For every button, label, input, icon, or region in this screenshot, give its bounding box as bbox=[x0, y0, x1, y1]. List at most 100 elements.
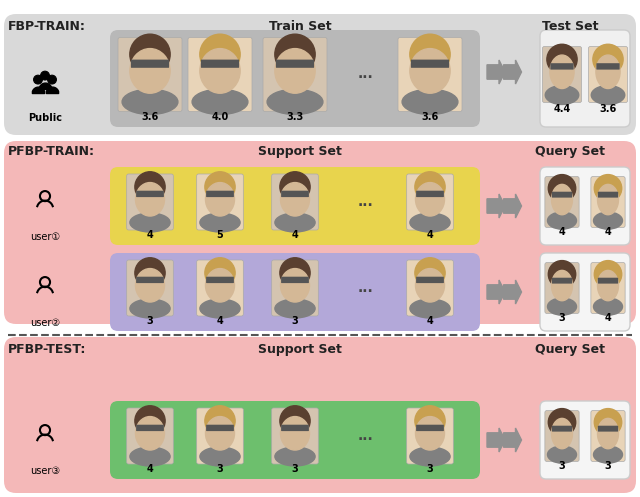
FancyBboxPatch shape bbox=[196, 408, 243, 464]
FancyBboxPatch shape bbox=[4, 141, 636, 324]
Circle shape bbox=[593, 44, 623, 75]
FancyBboxPatch shape bbox=[406, 408, 453, 464]
Text: user③: user③ bbox=[30, 466, 60, 476]
Circle shape bbox=[200, 34, 240, 75]
Circle shape bbox=[130, 34, 170, 75]
FancyBboxPatch shape bbox=[127, 174, 173, 230]
Text: 3.3: 3.3 bbox=[286, 112, 303, 122]
Text: 5: 5 bbox=[216, 230, 223, 240]
Ellipse shape bbox=[130, 299, 170, 318]
Ellipse shape bbox=[547, 298, 577, 315]
Text: user①: user① bbox=[30, 232, 60, 242]
FancyBboxPatch shape bbox=[206, 425, 234, 431]
Ellipse shape bbox=[130, 49, 170, 93]
Text: ...: ... bbox=[357, 68, 373, 82]
Text: 3: 3 bbox=[216, 464, 223, 474]
FancyBboxPatch shape bbox=[110, 167, 480, 245]
Text: 4: 4 bbox=[292, 230, 298, 240]
FancyBboxPatch shape bbox=[136, 277, 164, 283]
Ellipse shape bbox=[596, 55, 620, 88]
Circle shape bbox=[547, 44, 577, 75]
Text: user②: user② bbox=[30, 318, 60, 328]
Circle shape bbox=[548, 260, 576, 288]
Circle shape bbox=[135, 172, 165, 202]
Ellipse shape bbox=[130, 213, 170, 232]
Circle shape bbox=[595, 260, 621, 288]
Circle shape bbox=[47, 75, 56, 84]
FancyBboxPatch shape bbox=[206, 191, 234, 197]
Circle shape bbox=[205, 406, 235, 436]
Text: PFBP-TEST:: PFBP-TEST: bbox=[8, 343, 86, 356]
FancyBboxPatch shape bbox=[596, 63, 620, 70]
Circle shape bbox=[415, 172, 445, 202]
Circle shape bbox=[415, 406, 445, 436]
FancyBboxPatch shape bbox=[188, 37, 252, 111]
Text: Train Set: Train Set bbox=[269, 20, 332, 33]
Ellipse shape bbox=[598, 184, 618, 215]
Text: 4: 4 bbox=[147, 230, 154, 240]
Ellipse shape bbox=[205, 268, 234, 302]
Ellipse shape bbox=[275, 447, 315, 466]
Circle shape bbox=[275, 34, 315, 75]
Circle shape bbox=[135, 258, 165, 288]
FancyBboxPatch shape bbox=[110, 401, 480, 479]
Ellipse shape bbox=[200, 213, 240, 232]
Polygon shape bbox=[487, 60, 505, 84]
Text: 3: 3 bbox=[292, 464, 298, 474]
FancyBboxPatch shape bbox=[272, 260, 318, 316]
Text: 4: 4 bbox=[605, 314, 611, 324]
FancyBboxPatch shape bbox=[416, 191, 444, 197]
Ellipse shape bbox=[545, 85, 579, 104]
FancyBboxPatch shape bbox=[272, 174, 318, 230]
Ellipse shape bbox=[275, 213, 315, 232]
Text: 4: 4 bbox=[427, 230, 433, 240]
FancyBboxPatch shape bbox=[110, 30, 480, 127]
Circle shape bbox=[415, 258, 445, 288]
FancyBboxPatch shape bbox=[598, 192, 618, 198]
Circle shape bbox=[280, 172, 310, 202]
Text: FBP-TRAIN:: FBP-TRAIN: bbox=[8, 20, 86, 33]
Text: 3: 3 bbox=[559, 314, 565, 324]
Text: 3.6: 3.6 bbox=[421, 112, 438, 122]
Text: ...: ... bbox=[357, 281, 373, 295]
Ellipse shape bbox=[136, 182, 164, 216]
Circle shape bbox=[595, 409, 621, 436]
Ellipse shape bbox=[280, 268, 310, 302]
FancyBboxPatch shape bbox=[591, 176, 625, 228]
FancyBboxPatch shape bbox=[552, 278, 572, 284]
FancyBboxPatch shape bbox=[127, 408, 173, 464]
Ellipse shape bbox=[552, 270, 572, 301]
FancyBboxPatch shape bbox=[110, 253, 480, 331]
Text: 3: 3 bbox=[427, 464, 433, 474]
Ellipse shape bbox=[591, 85, 625, 104]
FancyBboxPatch shape bbox=[552, 426, 572, 431]
Circle shape bbox=[548, 174, 576, 202]
Text: 3: 3 bbox=[292, 316, 298, 326]
FancyBboxPatch shape bbox=[598, 426, 618, 431]
FancyBboxPatch shape bbox=[4, 337, 636, 493]
FancyBboxPatch shape bbox=[281, 191, 309, 197]
Circle shape bbox=[40, 71, 49, 80]
Ellipse shape bbox=[415, 182, 445, 216]
Ellipse shape bbox=[550, 55, 574, 88]
FancyBboxPatch shape bbox=[540, 253, 630, 331]
FancyBboxPatch shape bbox=[118, 37, 182, 111]
Ellipse shape bbox=[280, 416, 310, 450]
FancyBboxPatch shape bbox=[545, 262, 579, 314]
Text: 3: 3 bbox=[559, 462, 565, 472]
Ellipse shape bbox=[122, 89, 178, 114]
Text: PFBP-TRAIN:: PFBP-TRAIN: bbox=[8, 145, 95, 158]
Text: 3: 3 bbox=[147, 316, 154, 326]
FancyBboxPatch shape bbox=[196, 174, 243, 230]
Circle shape bbox=[34, 75, 42, 84]
Circle shape bbox=[595, 174, 621, 202]
Ellipse shape bbox=[136, 416, 164, 450]
Ellipse shape bbox=[402, 89, 458, 114]
Polygon shape bbox=[487, 194, 505, 218]
FancyBboxPatch shape bbox=[281, 277, 309, 283]
FancyBboxPatch shape bbox=[406, 260, 453, 316]
Ellipse shape bbox=[410, 299, 450, 318]
Circle shape bbox=[548, 409, 576, 436]
Ellipse shape bbox=[415, 268, 445, 302]
Text: ...: ... bbox=[357, 429, 373, 443]
